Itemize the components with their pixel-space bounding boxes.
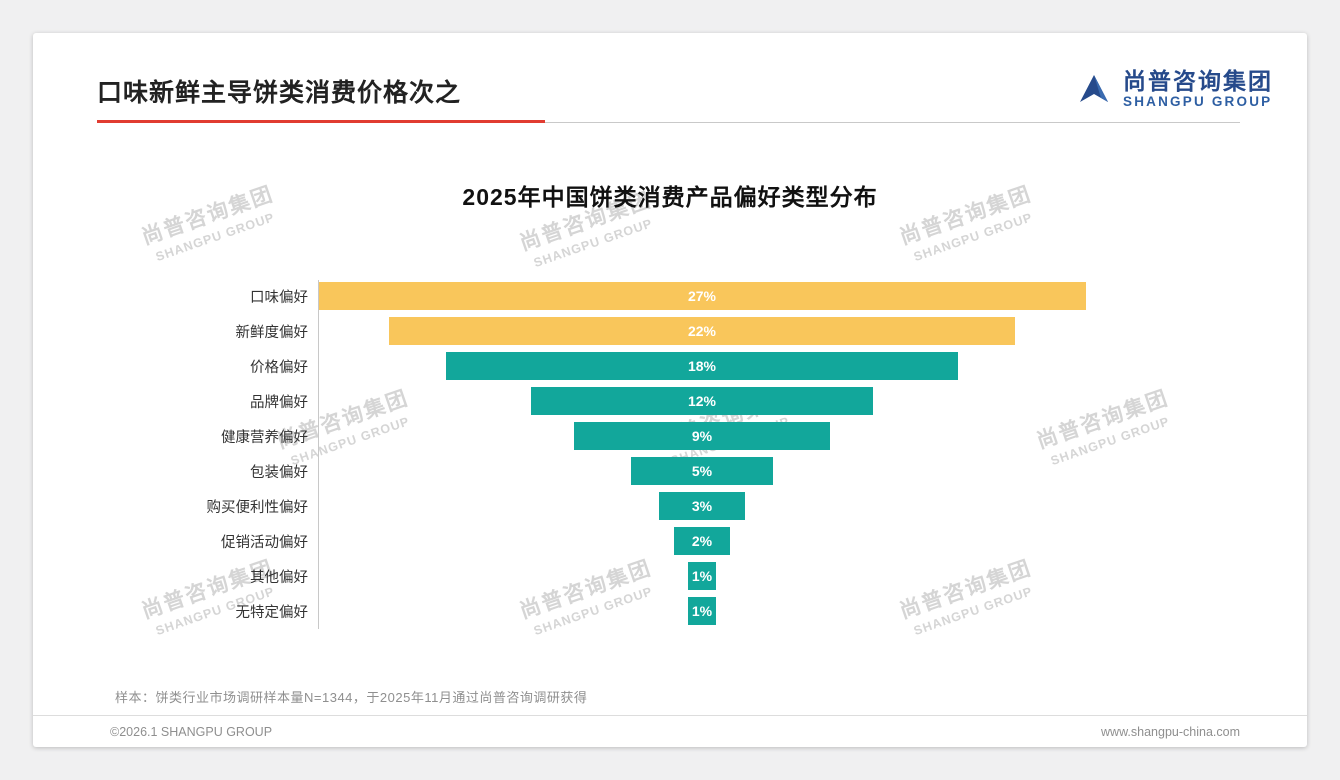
footer-copyright: ©2026.1 SHANGPU GROUP (110, 725, 273, 739)
bar-area: 22% (318, 317, 1086, 346)
bar-area: 9% (318, 422, 1086, 451)
category-label: 健康营养偏好 (221, 429, 308, 446)
page-title: 口味新鲜主导饼类消费价格次之 (97, 79, 462, 107)
chart-row: 口味偏好 27% (33, 282, 1086, 311)
bar: 12% (531, 387, 873, 416)
logo-text: 尚普咨询集团 SHANGPU GROUP (1123, 68, 1273, 110)
header: 口味新鲜主导饼类消费价格次之 尚普咨询集团 SHANGPU GROUP (33, 33, 1307, 110)
category-label: 口味偏好 (250, 289, 308, 306)
category-label: 购买便利性偏好 (206, 499, 309, 516)
bar-area: 1% (318, 562, 1086, 591)
bar: 27% (318, 282, 1086, 311)
chart-row: 新鲜度偏好 22% (33, 317, 1086, 346)
value-label: 1% (691, 603, 713, 620)
value-label: 27% (687, 288, 717, 305)
bar-area: 2% (318, 527, 1086, 556)
footer-url: www.shangpu-china.com (1101, 725, 1240, 739)
bar-area: 12% (318, 387, 1086, 416)
value-label: 1% (691, 568, 713, 585)
bar-area: 18% (318, 352, 1086, 381)
category-label: 其他偏好 (250, 569, 308, 586)
category-label: 包装偏好 (250, 464, 308, 481)
footer: ©2026.1 SHANGPU GROUP www.shangpu-china.… (33, 715, 1307, 739)
title-divider-gray (97, 122, 1240, 124)
value-label: 2% (691, 533, 713, 550)
chart-rows: 口味偏好 27% 新鲜度偏好 22% 价格偏好 18% 品牌偏好 12% 健康营养偏好 9% 包装偏… (33, 280, 1086, 630)
bar: 9% (574, 422, 830, 451)
bar-area: 5% (318, 457, 1086, 486)
value-label: 3% (691, 498, 713, 515)
slide-content: 口味新鲜主导饼类消费价格次之 尚普咨询集团 SHANGPU GROUP (33, 33, 1307, 747)
value-label: 18% (687, 358, 717, 375)
logo-en: SHANGPU GROUP (1123, 94, 1273, 110)
category-label: 品牌偏好 (250, 394, 308, 411)
bar: 2% (673, 527, 731, 556)
category-label: 促销活动偏好 (221, 534, 308, 551)
value-label: 12% (687, 393, 716, 410)
chart: 2025年中国饼类消费产品偏好类型分布 口味偏好 27% 新鲜度偏好 22% 价格偏好 1… (33, 178, 1307, 630)
bar-area: 3% (318, 492, 1086, 521)
logo: 尚普咨询集团 SHANGPU GROUP (1074, 68, 1273, 110)
bar: 1% (687, 597, 717, 626)
value-label: 22% (687, 323, 716, 340)
chart-row: 健康营养偏好 9% (33, 422, 1086, 451)
bar: 5% (630, 457, 774, 486)
chart-row: 包装偏好 5% (33, 457, 1086, 486)
slide: 尚普咨询集团 SHANGPU GROUP 尚普咨询集团 SHANGPU GROUP 尚普… (33, 33, 1307, 747)
chart-row: 无特定偏好 1% (33, 597, 1086, 626)
bar-area: 27% (318, 282, 1086, 311)
logo-icon (1080, 74, 1108, 102)
bar: 22% (389, 317, 1015, 346)
chart-row: 其他偏好 1% (33, 562, 1086, 591)
category-label: 无特定偏好 (235, 604, 309, 621)
value-label: 5% (691, 463, 713, 480)
chart-row: 购买便利性偏好 3% (33, 492, 1086, 521)
category-label: 新鲜度偏好 (235, 324, 309, 341)
sample-note: 样本：饼类行业市场调研样本量N=1344，于2025年11月通过尚普咨询调研获得 (115, 690, 588, 705)
chart-row: 促销活动偏好 2% (33, 527, 1086, 556)
bar: 1% (687, 562, 717, 591)
bar-area: 1% (318, 597, 1086, 626)
title-divider (97, 120, 1240, 124)
chart-title: 2025年中国饼类消费产品偏好类型分布 (462, 184, 878, 211)
bar: 3% (659, 492, 745, 521)
chart-row: 品牌偏好 12% (33, 387, 1086, 416)
bar: 18% (446, 352, 958, 381)
category-label: 价格偏好 (250, 359, 308, 376)
title-divider-red (97, 120, 545, 124)
logo-cn: 尚普咨询集团 (1123, 68, 1273, 94)
chart-row: 价格偏好 18% (33, 352, 1086, 381)
value-label: 9% (691, 428, 713, 445)
